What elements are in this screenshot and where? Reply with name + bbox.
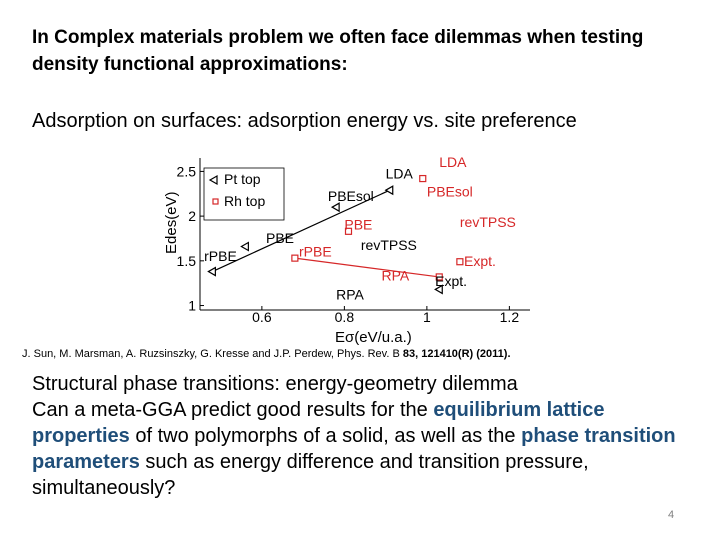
data-point-triangle bbox=[384, 185, 394, 196]
body-part1: Can a meta-GGA predict good results for … bbox=[32, 399, 434, 421]
citation-ref: 83, 121410(R) (2011). bbox=[402, 348, 511, 360]
point-label: PBEsol bbox=[427, 183, 473, 199]
legend-marker-triangle bbox=[208, 174, 218, 186]
highlight-phase-transition: phase transition parameters bbox=[32, 425, 676, 473]
x-axis-label: Eσ(eV/u.a.) bbox=[335, 329, 412, 346]
point-label: PBE bbox=[344, 217, 372, 233]
body-part3: such as energy difference and transition… bbox=[32, 451, 589, 499]
body-paragraph: Can a meta-GGA predict good results for … bbox=[32, 397, 682, 501]
point-label: RPA bbox=[336, 286, 364, 302]
body-text: Structural phase transitions: energy-geo… bbox=[32, 371, 682, 501]
x-tick-label: 1.2 bbox=[500, 309, 520, 325]
point-label: PBE bbox=[266, 230, 294, 246]
y-tick-label: 1 bbox=[188, 298, 196, 314]
citation: J. Sun, M. Marsman, A. Ruzsinszky, G. Kr… bbox=[22, 348, 511, 360]
data-point-square bbox=[435, 273, 443, 281]
data-point-square bbox=[456, 258, 464, 266]
data-point-triangle bbox=[330, 202, 340, 213]
point-label: revTPSS bbox=[460, 214, 516, 230]
x-tick-label: 0.8 bbox=[335, 309, 355, 325]
y-axis-label: Edes(eV) bbox=[163, 191, 180, 254]
point-label: revTPSS bbox=[361, 237, 417, 253]
body-part2: of two polymorphs of a solid, as well as… bbox=[129, 425, 522, 447]
y-tick-label: 1.5 bbox=[177, 253, 197, 269]
body-heading: Structural phase transitions: energy-geo… bbox=[32, 373, 518, 395]
point-label: Expt. bbox=[435, 273, 467, 289]
data-point-triangle bbox=[207, 266, 216, 277]
point-label: rPBE bbox=[204, 248, 237, 264]
y-tick-label: 2.5 bbox=[177, 163, 197, 179]
point-label: LDA bbox=[386, 166, 414, 182]
x-tick-label: 1 bbox=[423, 309, 431, 325]
point-label: RPA bbox=[382, 267, 410, 283]
point-label: PBEsol bbox=[328, 188, 374, 204]
data-point-square bbox=[291, 254, 299, 262]
data-point-square bbox=[419, 174, 427, 183]
point-label: rPBE bbox=[299, 243, 332, 259]
slide-title: In Complex materials problem we often fa… bbox=[32, 27, 644, 75]
highlight-equilibrium: equilibrium lattice properties bbox=[32, 399, 605, 447]
data-point-triangle bbox=[434, 284, 443, 295]
data-point-square bbox=[344, 227, 353, 235]
section-subtitle: Adsorption on surfaces: adsorption energ… bbox=[32, 110, 577, 132]
x-tick-label: 0.6 bbox=[252, 309, 272, 325]
y-tick-label: 2 bbox=[188, 208, 196, 224]
legend-label: Pt top bbox=[224, 171, 261, 187]
citation-authors: J. Sun, M. Marsman, A. Ruzsinszky, G. Kr… bbox=[22, 348, 403, 360]
legend-label: Rh top bbox=[224, 193, 265, 209]
series-line bbox=[212, 189, 391, 273]
adsorption-chart: LDA PBEsol PBE rPBE RPA revTPSS Expt. LDA PBEsol… bbox=[163, 154, 530, 346]
page-number: 4 bbox=[668, 509, 675, 521]
series-line bbox=[294, 257, 440, 278]
point-label: Expt. bbox=[464, 253, 496, 269]
legend-marker-square bbox=[212, 198, 219, 205]
point-label: LDA bbox=[439, 154, 467, 170]
data-point-triangle bbox=[240, 241, 249, 252]
